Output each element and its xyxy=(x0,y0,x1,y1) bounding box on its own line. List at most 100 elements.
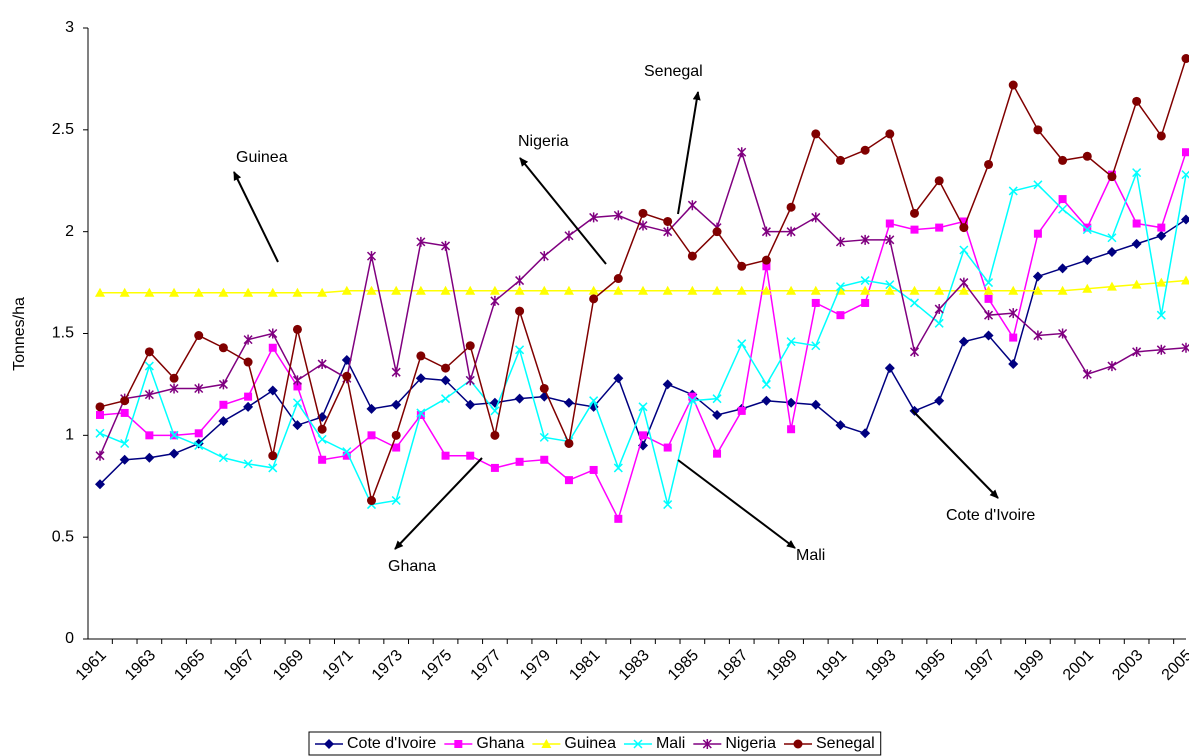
marker xyxy=(663,443,672,452)
marker xyxy=(243,401,254,412)
x-tick-label: 1995 xyxy=(912,647,949,684)
marker xyxy=(614,514,623,523)
marker xyxy=(835,282,845,292)
marker xyxy=(367,431,376,440)
marker xyxy=(909,285,920,295)
marker xyxy=(194,429,203,438)
marker xyxy=(1156,344,1166,355)
marker xyxy=(1057,285,1068,295)
marker xyxy=(539,251,549,262)
annotation-arrow xyxy=(677,91,701,215)
marker xyxy=(1181,214,1189,225)
x-tick-label: 2005 xyxy=(1159,647,1189,684)
legend-label: Senegal xyxy=(816,735,875,752)
legend-label: Guinea xyxy=(564,735,616,752)
marker xyxy=(169,430,179,440)
marker xyxy=(1082,225,1092,235)
marker xyxy=(292,375,302,386)
marker xyxy=(959,223,969,233)
marker xyxy=(687,251,697,261)
annotation: Mali xyxy=(796,547,825,564)
marker xyxy=(639,431,647,440)
marker xyxy=(1082,151,1092,161)
marker xyxy=(885,280,895,290)
marker xyxy=(1131,279,1142,289)
marker xyxy=(490,430,500,440)
marker xyxy=(441,363,451,373)
marker xyxy=(194,440,204,451)
x-tick-label: 1969 xyxy=(270,647,307,684)
marker xyxy=(1008,285,1019,295)
marker xyxy=(1008,186,1018,196)
marker xyxy=(1032,271,1043,282)
marker xyxy=(415,285,426,295)
marker xyxy=(218,416,229,427)
marker xyxy=(563,397,574,408)
marker xyxy=(1181,275,1189,285)
marker xyxy=(984,159,994,169)
marker xyxy=(96,410,104,419)
legend-label: Nigeria xyxy=(725,735,776,752)
marker xyxy=(786,202,796,212)
y-tick-label: 0.5 xyxy=(52,528,74,545)
marker xyxy=(959,217,968,226)
marker xyxy=(1156,131,1166,141)
marker xyxy=(1082,283,1093,293)
marker xyxy=(391,367,401,378)
marker xyxy=(144,361,154,371)
marker xyxy=(1106,247,1117,258)
marker xyxy=(416,236,426,247)
marker xyxy=(712,227,722,237)
marker xyxy=(1058,195,1067,204)
marker xyxy=(786,337,796,347)
marker xyxy=(687,285,698,295)
marker xyxy=(633,739,643,749)
marker xyxy=(688,392,697,401)
y-tick-label: 0 xyxy=(65,630,74,647)
marker xyxy=(811,341,821,351)
marker xyxy=(663,226,673,237)
marker xyxy=(737,147,747,158)
marker xyxy=(95,450,105,461)
legend-box xyxy=(308,731,882,756)
marker xyxy=(95,428,105,438)
marker xyxy=(835,236,845,247)
marker xyxy=(366,403,377,414)
marker xyxy=(1156,310,1166,320)
marker xyxy=(416,408,426,418)
marker xyxy=(465,375,475,386)
marker xyxy=(1057,263,1068,274)
marker xyxy=(737,406,746,415)
marker xyxy=(514,285,525,295)
marker xyxy=(687,396,697,406)
marker xyxy=(885,234,895,245)
marker xyxy=(662,379,673,390)
series-line xyxy=(99,149,1187,456)
marker xyxy=(292,287,303,297)
marker xyxy=(884,285,895,295)
marker xyxy=(1009,333,1018,342)
marker xyxy=(514,393,525,404)
marker xyxy=(292,420,303,431)
marker xyxy=(120,396,130,406)
marker xyxy=(268,328,278,339)
marker xyxy=(95,287,105,297)
marker xyxy=(366,285,377,295)
x-tick-label: 1975 xyxy=(418,647,455,684)
marker xyxy=(391,430,401,440)
marker xyxy=(762,262,771,271)
marker xyxy=(934,285,945,295)
marker xyxy=(144,452,155,463)
marker xyxy=(563,285,574,295)
marker xyxy=(465,341,475,351)
marker xyxy=(539,285,550,295)
x-tick-label: 1993 xyxy=(862,647,899,684)
marker xyxy=(638,220,648,231)
marker xyxy=(613,373,624,384)
marker xyxy=(392,443,401,452)
marker xyxy=(144,347,154,357)
marker xyxy=(169,448,180,459)
marker xyxy=(1058,155,1068,165)
y-tick-label: 2.5 xyxy=(52,121,74,138)
marker xyxy=(1058,328,1068,339)
